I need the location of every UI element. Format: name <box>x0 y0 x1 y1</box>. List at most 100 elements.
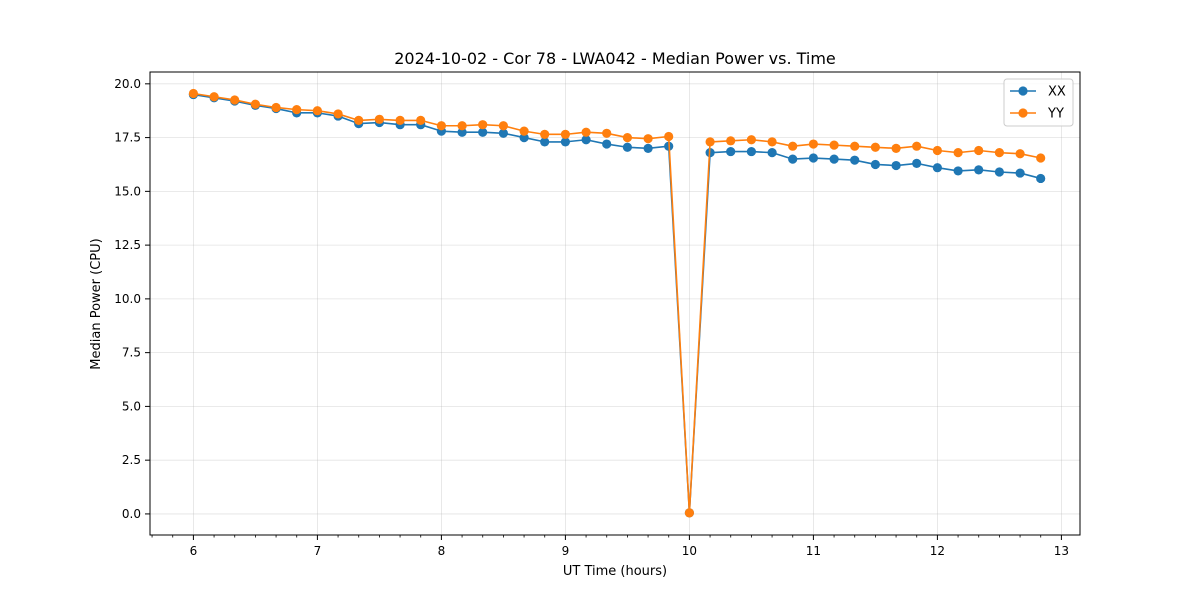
y-tick-label: 15.0 <box>114 184 141 198</box>
data-point-xx <box>932 163 943 173</box>
data-point-xx <box>726 146 736 157</box>
data-point-xx <box>643 143 653 153</box>
data-point-yy <box>602 128 612 138</box>
data-point-yy <box>271 102 281 113</box>
data-point-xx <box>808 153 819 163</box>
data-point-yy <box>1015 149 1025 159</box>
data-point-yy <box>188 88 198 99</box>
data-point-yy <box>436 121 446 131</box>
data-point-xx <box>870 159 881 170</box>
data-point-xx <box>788 154 798 164</box>
data-point-xx <box>498 128 508 138</box>
data-point-xx <box>994 167 1005 177</box>
data-point-yy <box>354 115 364 125</box>
x-tick-label: 9 <box>562 544 570 558</box>
y-tick-label: 0.0 <box>122 507 141 521</box>
data-point-xx <box>622 142 633 152</box>
y-tick-label: 2.5 <box>122 453 141 467</box>
data-point-xx <box>540 137 550 147</box>
data-point-yy <box>230 95 240 105</box>
data-point-xx <box>974 165 984 175</box>
data-point-xx <box>1015 168 1025 178</box>
x-tick-label: 7 <box>314 544 322 558</box>
data-point-yy <box>767 137 777 147</box>
data-point-yy <box>478 120 488 130</box>
data-point-yy <box>953 148 963 158</box>
series-yy <box>188 88 1046 518</box>
data-point-yy <box>374 114 384 124</box>
legend-label-xx: XX <box>1048 85 1066 100</box>
legend-marker-yy <box>1018 108 1028 118</box>
data-point-xx <box>953 166 963 176</box>
data-point-yy <box>912 141 922 151</box>
y-tick-label: 10.0 <box>114 292 141 306</box>
data-point-yy <box>932 145 943 156</box>
y-tick-label: 5.0 <box>122 399 141 413</box>
data-point-xx <box>829 154 839 164</box>
data-point-xx <box>1036 173 1046 184</box>
data-point-yy <box>250 99 260 109</box>
data-point-xx <box>602 139 612 149</box>
data-point-xx <box>457 127 467 137</box>
data-point-yy <box>292 105 302 115</box>
data-point-yy <box>457 121 467 131</box>
grid-lines <box>150 72 1080 535</box>
data-point-yy <box>333 109 343 119</box>
x-tick-label: 8 <box>438 544 446 558</box>
data-point-xx <box>560 137 571 147</box>
data-point-yy <box>808 139 819 149</box>
y-tick-label: 7.5 <box>122 346 141 360</box>
data-point-yy <box>746 135 757 145</box>
y-tick-label: 17.5 <box>114 131 141 145</box>
data-point-yy <box>870 142 881 152</box>
data-point-yy <box>416 115 426 125</box>
data-point-yy <box>540 129 550 139</box>
data-point-yy <box>581 127 591 137</box>
legend-entry-yy: YY <box>1010 107 1064 122</box>
data-point-xx <box>581 135 591 145</box>
data-series <box>188 88 1046 518</box>
data-point-yy <box>643 134 653 144</box>
legend: XX YY <box>1003 78 1074 127</box>
x-tick-label: 6 <box>190 544 198 558</box>
data-point-yy <box>788 141 798 151</box>
data-point-yy <box>560 129 571 139</box>
data-point-xx <box>767 148 777 158</box>
data-point-yy <box>684 508 695 518</box>
data-point-yy <box>395 115 405 125</box>
data-point-yy <box>850 141 860 151</box>
x-axis-label: UT Time (hours) <box>563 564 667 579</box>
data-point-yy <box>726 136 736 146</box>
x-tick-label: 13 <box>1054 544 1069 558</box>
chart-title: 2024-10-02 - Cor 78 - LWA042 - Median Po… <box>394 49 836 68</box>
data-point-yy <box>994 148 1005 158</box>
y-tick-label: 12.5 <box>114 238 141 252</box>
data-point-yy <box>1036 153 1046 163</box>
data-point-yy <box>705 137 715 147</box>
legend-entry-xx: XX <box>1010 85 1066 100</box>
data-point-yy <box>974 145 984 156</box>
data-point-xx <box>850 155 860 165</box>
data-point-yy <box>519 126 529 136</box>
x-tick-label: 11 <box>806 544 821 558</box>
data-point-xx <box>746 146 757 157</box>
x-tick-label: 10 <box>682 544 697 558</box>
y-axis-label: Median Power (CPU) <box>89 238 104 369</box>
y-tick-label: 20.0 <box>114 77 141 91</box>
data-point-yy <box>622 132 633 143</box>
data-point-yy <box>209 92 219 102</box>
x-tick-label: 12 <box>930 544 945 558</box>
data-point-yy <box>498 121 508 131</box>
legend-label-yy: YY <box>1047 107 1064 122</box>
data-point-xx <box>912 158 922 168</box>
plot-frame <box>149 71 1081 536</box>
data-point-xx <box>519 132 529 143</box>
data-point-xx <box>891 160 901 171</box>
data-point-yy <box>664 131 674 142</box>
data-point-yy <box>829 140 839 150</box>
axis-ticks: 6 7 8 9 10 11 12 13 0.0 2.5 5.0 7.5 10.0 12.5 15.0 17.5… <box>114 77 1069 558</box>
data-point-xx <box>478 127 488 137</box>
data-point-yy <box>312 106 322 116</box>
